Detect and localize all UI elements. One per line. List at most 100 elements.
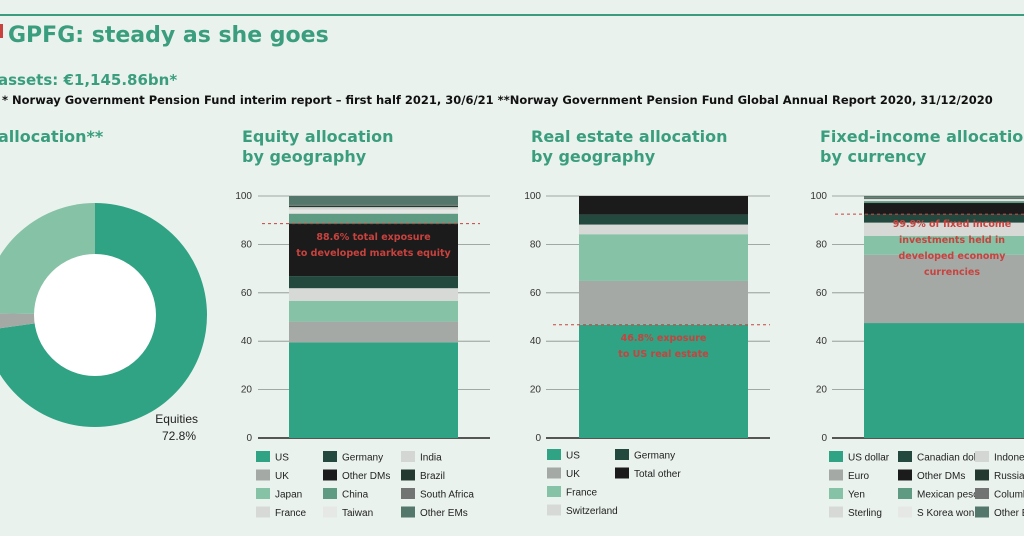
legend-item: Mexican peso [898,488,979,501]
legend-swatch [829,506,843,518]
legend-swatch [547,504,561,516]
legend-swatch [401,506,415,518]
bar-segment-uk [289,321,458,343]
legend-label: Sterling [848,508,882,519]
bar-segment-other-ems [289,196,458,205]
annotation-text: to US real estate [618,349,708,360]
legend-swatch [898,451,912,462]
legend-swatch [547,449,561,460]
legend-label: Total other [634,469,681,480]
bar-segment-other-dms [289,223,458,277]
legend-swatch [829,488,843,499]
legend-swatch [898,488,912,499]
legend-label: UK [275,471,289,482]
legend-label: Switzerland [566,506,618,517]
legend-item: Russian [975,469,1024,482]
legend-item: US [547,449,580,462]
bar-segment-mexican-peso [864,201,1024,204]
legend-swatch [401,469,415,481]
y-tick-label: 0 [246,433,252,444]
legend-item: Other DMs [898,469,965,482]
legend-swatch [829,469,843,481]
legend-swatch [256,451,270,462]
legend-label: France [566,488,598,499]
legend-swatch [975,488,989,499]
bar-segment-us-dollar [864,323,1024,438]
legend-swatch [975,451,989,462]
legend-item: Germany [615,449,675,462]
legend-item: US [256,451,289,464]
bar-segment-uk [579,280,748,325]
y-tick-label: 80 [816,239,828,250]
y-tick-label: 60 [530,288,542,299]
legend-label: India [420,453,442,464]
y-tick-label: 100 [810,191,827,202]
bar-segment-other-em [864,196,1024,198]
legend-item: France [547,486,598,499]
real-estate-chart-title: Real estate allocation [531,127,727,146]
bar-segment-brazil [289,205,458,208]
legend-item: US dollar [829,451,890,464]
legend-item: UK [256,469,289,482]
legend-item: Germany [323,451,383,464]
annotation-text: 99.9% of fixed income [893,219,1011,230]
legend-item: Indonesia [975,451,1024,464]
legend-swatch [256,488,270,499]
bar-segment-france [579,234,748,281]
legend-label: US [566,451,580,462]
legend-item: Switzerland [547,504,618,517]
legend-swatch [615,467,629,479]
fixed-income-chart-title: Fixed-income allocation [820,127,1024,146]
legend-item: Taiwan [323,506,373,519]
legend-label: Russian [994,471,1024,482]
page-title: GPFG: steady as she goes [8,23,329,48]
legend-item: Columbia [975,488,1024,501]
legend-item: India [401,451,442,464]
annotation-text: 88.6% total exposure [316,232,430,243]
bar-segment-switzerland [579,224,748,235]
legend-swatch [547,467,561,479]
legend-label: S Korea won [917,508,974,519]
asset-allocation-title: allocation** [0,127,104,146]
legend-label: Yen [848,490,865,501]
y-tick-label: 100 [235,191,252,202]
legend-label: Other DMs [342,471,390,482]
bar-segment-germany [579,214,748,225]
bar-segment-germany [289,276,458,289]
bar-segment-total-other [579,196,748,215]
legend-item: France [256,506,307,519]
bar-segment-canadian-dollar [864,214,1024,223]
legend-label: Other EMs [420,508,468,519]
legend-item: Japan [256,488,302,501]
legend-item: South Africa [401,488,474,501]
bar-segment-other-dms [864,203,1024,215]
asset-allocation-donut [0,203,207,427]
legend-label: Germany [634,451,675,462]
legend-label: South Africa [420,490,474,501]
legend-item: China [323,488,369,501]
legend-label: US dollar [848,453,890,464]
fixed-income-chart-title: by currency [820,147,927,166]
equities-value: 72.8% [162,429,196,443]
legend-label: Other EM [994,508,1024,519]
bar-segment-sterling [864,222,1024,236]
total-assets: assets: €1,145.86bn* [0,71,177,89]
legend-item: Other EMs [401,506,468,519]
y-tick-label: 0 [821,433,827,444]
legend-swatch [829,451,843,462]
legend-label: Taiwan [342,508,373,519]
legend-item: Total other [615,467,681,480]
legend-swatch [975,469,989,481]
legend-item: Euro [829,469,870,482]
legend-swatch [256,469,270,481]
legend-item: Canadian dollar [898,451,988,464]
bar-segment-us [289,342,458,438]
annotation-text: currencies [924,267,980,278]
legend-item: Brazil [401,469,445,482]
legend-label: Mexican peso [917,490,979,501]
legend-item: Other EM [975,506,1024,519]
